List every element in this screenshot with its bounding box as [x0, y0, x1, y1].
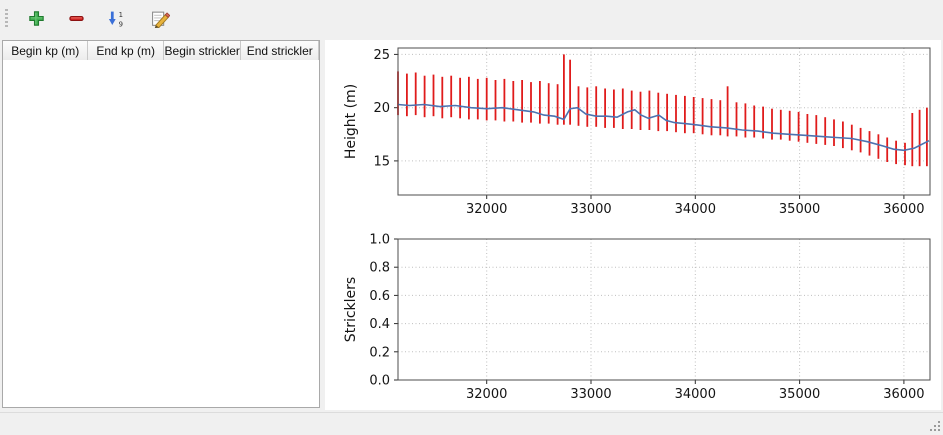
- svg-text:Height (m): Height (m): [343, 84, 359, 159]
- svg-text:0.6: 0.6: [369, 289, 390, 304]
- plus-icon: [28, 10, 45, 27]
- svg-text:0.2: 0.2: [369, 345, 390, 360]
- svg-text:25: 25: [373, 48, 390, 63]
- svg-text:32000: 32000: [466, 387, 507, 402]
- svg-text:0.0: 0.0: [369, 374, 390, 389]
- column-header[interactable]: Begin strickler: [164, 41, 242, 60]
- svg-text:32000: 32000: [466, 202, 507, 217]
- svg-text:9: 9: [119, 20, 123, 27]
- remove-row-button[interactable]: [60, 4, 92, 34]
- svg-text:36000: 36000: [883, 387, 924, 402]
- svg-text:1: 1: [119, 10, 123, 18]
- svg-text:35000: 35000: [779, 202, 820, 217]
- sort-rows-button[interactable]: 1 9: [100, 4, 132, 34]
- svg-text:33000: 33000: [570, 202, 611, 217]
- height-chart-canvas: 32000 33000 34000 35000 36000 15 20 25 Height (m…: [343, 47, 931, 217]
- resize-grip[interactable]: [928, 419, 941, 432]
- edit-row-button[interactable]: [144, 4, 176, 34]
- svg-text:34000: 34000: [675, 387, 716, 402]
- sort-1-9-icon: 1 9: [107, 10, 125, 28]
- svg-text:15: 15: [373, 154, 390, 169]
- table-body[interactable]: [3, 60, 319, 407]
- svg-text:0.4: 0.4: [369, 317, 390, 332]
- svg-text:36000: 36000: [883, 202, 924, 217]
- svg-text:1.0: 1.0: [369, 233, 390, 248]
- toolbar-drag-handle[interactable]: [5, 8, 8, 29]
- svg-text:33000: 33000: [570, 387, 611, 402]
- svg-text:34000: 34000: [675, 202, 716, 217]
- height-chart: 32000 33000 34000 35000 36000 15 20 25 Height (m…: [325, 40, 941, 230]
- minus-icon: [68, 10, 85, 27]
- svg-text:Stricklers: Stricklers: [343, 277, 359, 342]
- table-header: Begin kp (m) End kp (m) Begin strickler End…: [3, 41, 319, 61]
- charts-panel: 32000 33000 34000 35000 36000 15 20 25 Height (m…: [325, 40, 941, 410]
- stricklers-chart-canvas: 32000 33000 34000 35000 36000 0.0 0.2 0.4 0.6 0.8…: [343, 233, 931, 402]
- status-bar: [0, 412, 943, 434]
- svg-text:35000: 35000: [779, 387, 820, 402]
- toolbar: 1 9: [0, 0, 943, 37]
- strickler-zones-table: Begin kp (m) End kp (m) Begin strickler End…: [2, 40, 320, 408]
- stricklers-chart: 32000 33000 34000 35000 36000 0.0 0.2 0.4 0.6 0.8…: [325, 230, 941, 408]
- column-header[interactable]: End strickler: [241, 41, 319, 60]
- column-header[interactable]: Begin kp (m): [3, 41, 89, 60]
- svg-text:20: 20: [373, 101, 390, 116]
- add-row-button[interactable]: [20, 4, 52, 34]
- edit-pencil-icon: [151, 10, 170, 28]
- column-header[interactable]: End kp (m): [88, 41, 164, 60]
- svg-text:0.8: 0.8: [369, 261, 390, 276]
